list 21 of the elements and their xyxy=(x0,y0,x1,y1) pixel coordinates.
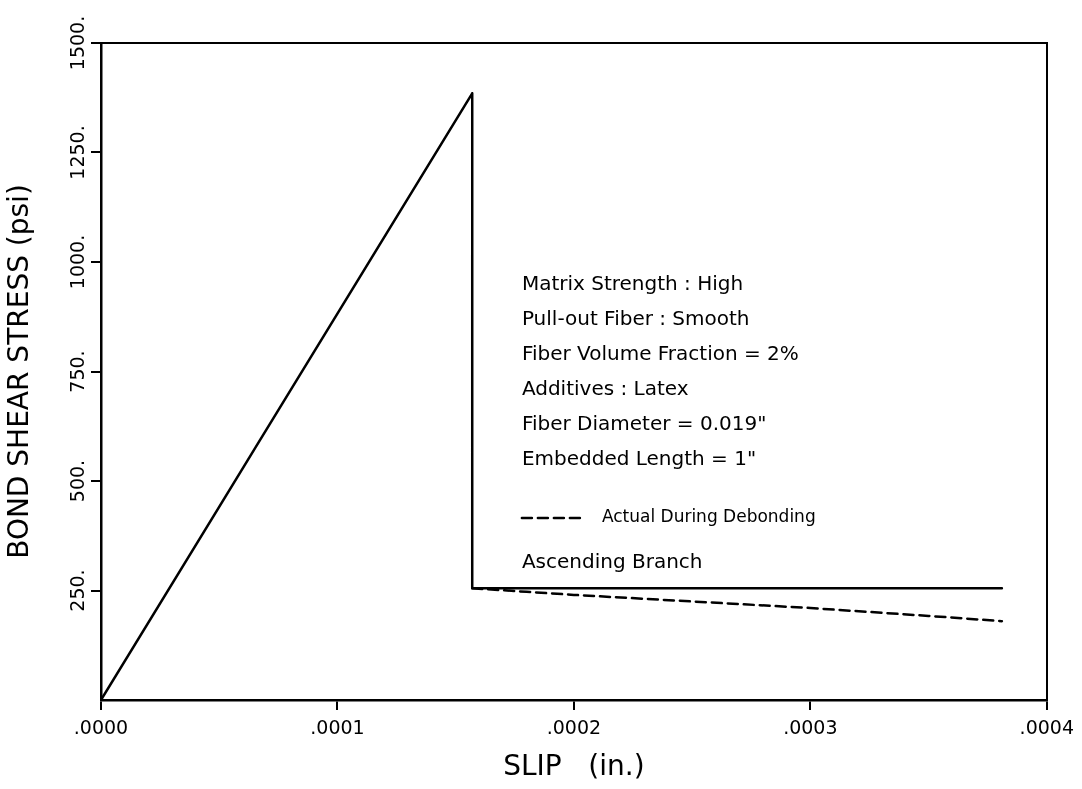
y-tick-label: 250. xyxy=(66,569,89,612)
annotation: Fiber Diameter = 0.019" xyxy=(521,411,767,436)
y-tick-label: 1000. xyxy=(66,234,89,290)
y-tick-label: 750. xyxy=(66,350,89,393)
x-axis-title: SLIP (in.) xyxy=(503,749,645,783)
legend-label: Actual During Debonding xyxy=(601,506,816,527)
annotation: Embedded Length = 1" xyxy=(521,446,757,471)
annotation: Matrix Strength : High xyxy=(521,271,744,296)
series-label: Ascending Branch xyxy=(521,549,703,574)
y-axis-title: BOND SHEAR STRESS (psi) xyxy=(2,184,36,559)
y-tick-label: 1250. xyxy=(66,125,89,180)
x-tick-label: .0001 xyxy=(310,716,365,739)
annotation: Additives : Latex xyxy=(521,376,689,401)
x-tick-label: .0003 xyxy=(783,716,838,739)
annotation: Pull-out Fiber : Smooth xyxy=(521,306,750,331)
x-tick-label: .0004 xyxy=(1019,716,1075,739)
y-tick-label: 500. xyxy=(66,459,89,503)
annotation: Fiber Volume Fraction = 2% xyxy=(521,341,799,366)
x-tick-label: .0000 xyxy=(73,716,129,739)
x-tick-label: .0002 xyxy=(546,716,602,739)
y-tick-label: 1500. xyxy=(66,15,89,71)
